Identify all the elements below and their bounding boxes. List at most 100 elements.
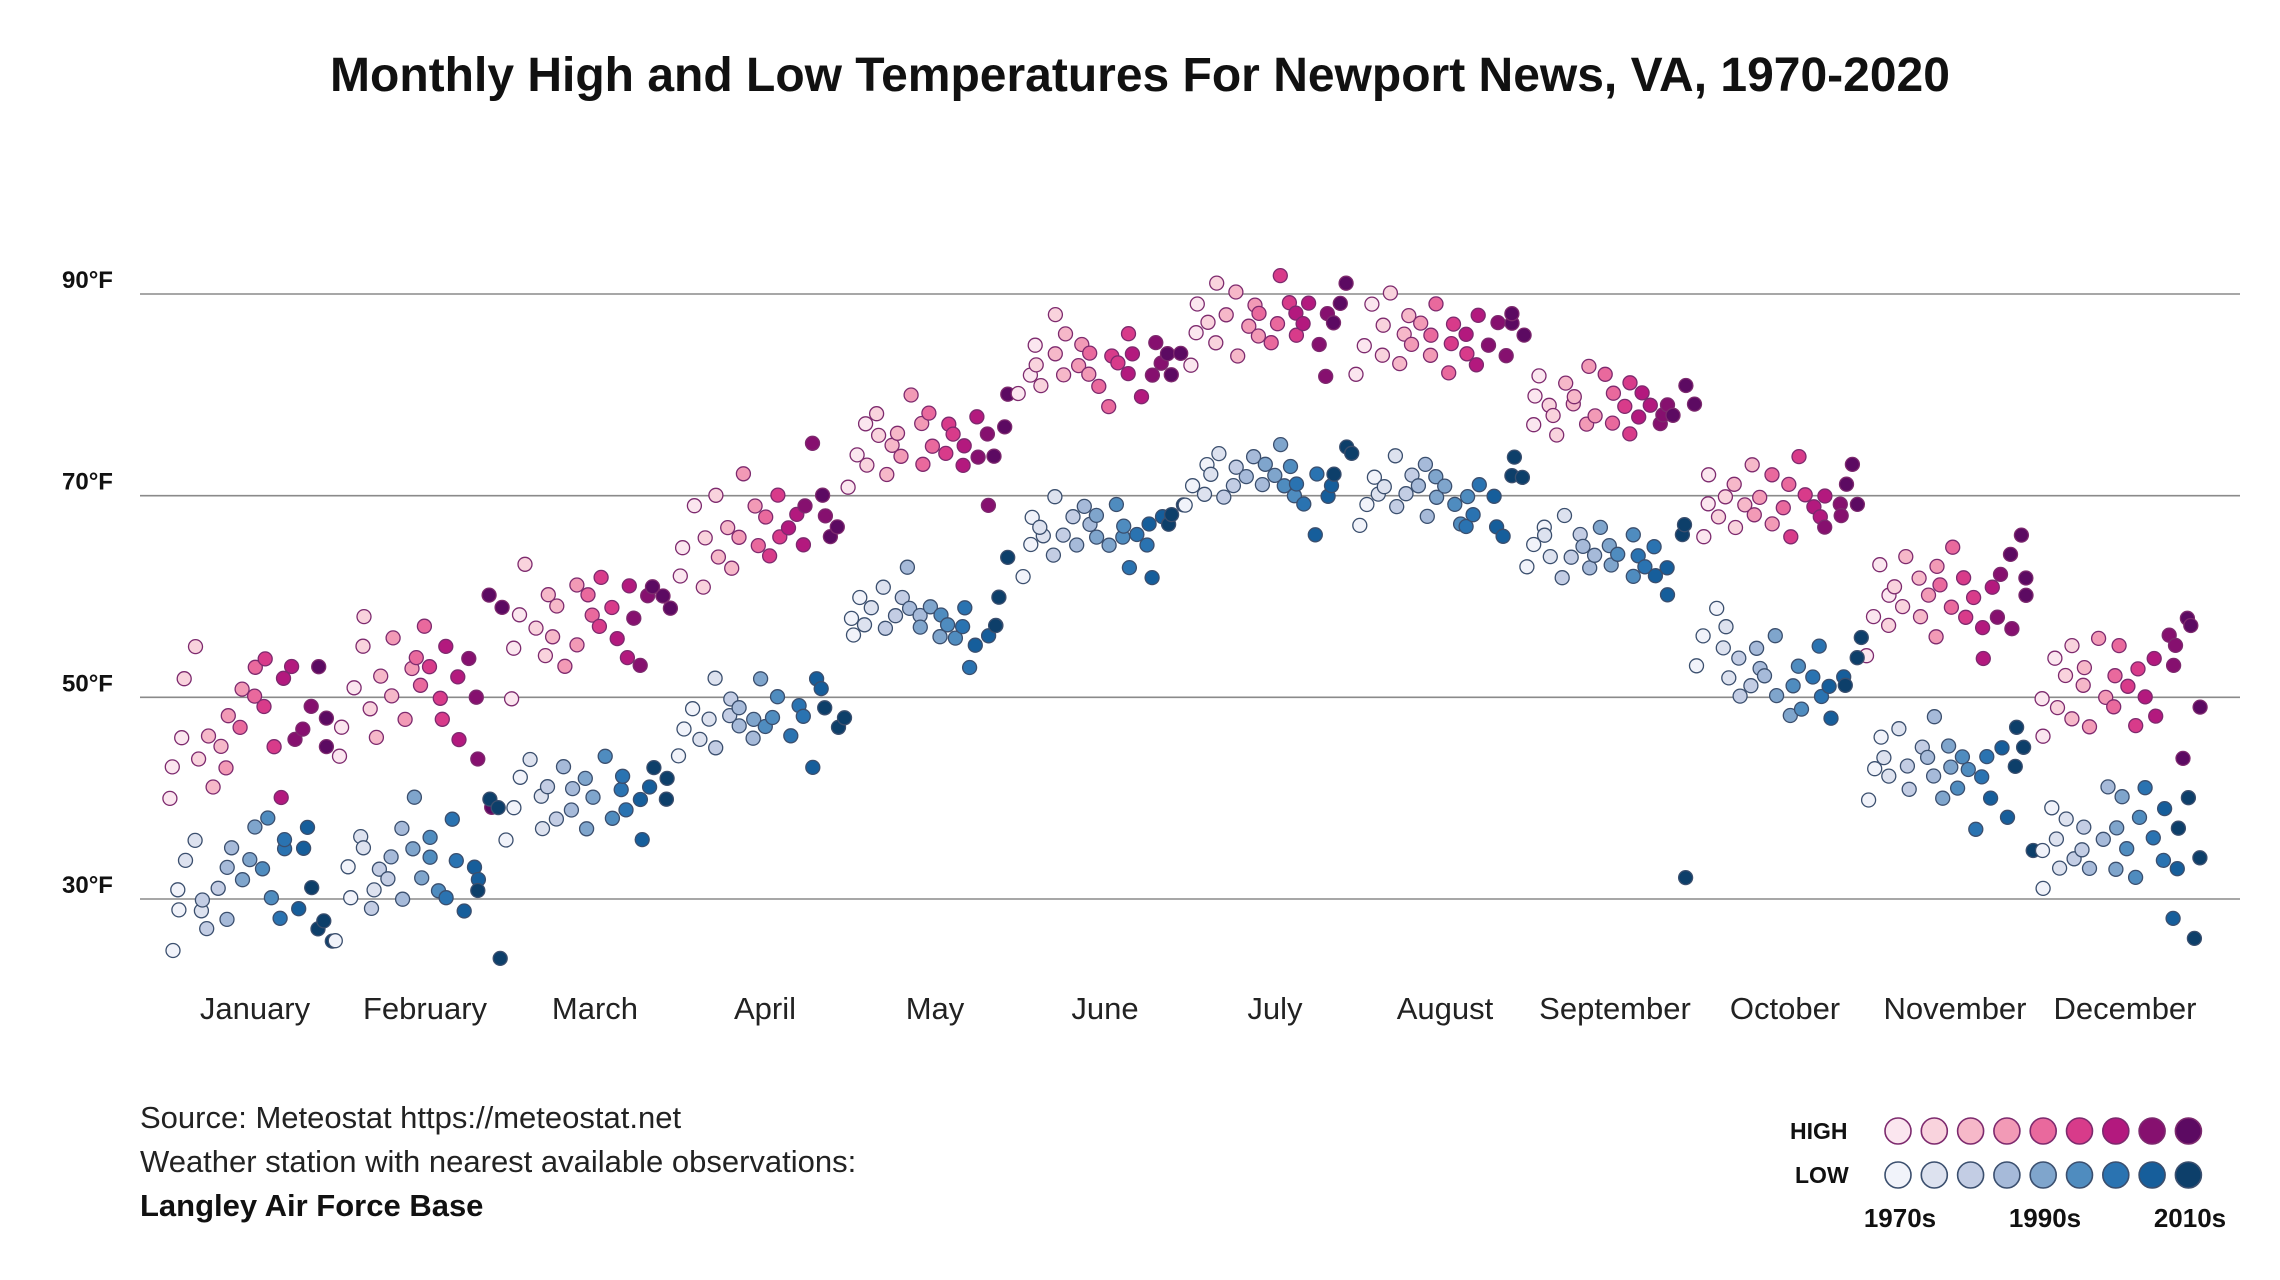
high-point-july [1295,315,1311,332]
high-point-january [174,730,190,746]
high-point-september [1604,415,1621,431]
low-point-december [2137,780,2153,796]
high-point-october [1781,476,1797,493]
low-point-june [1141,516,1157,532]
high-point-august [1374,347,1391,363]
high-point-april [720,519,736,536]
low-point-september [1556,507,1573,524]
low-point-february [422,849,438,865]
low-point-october [1718,619,1734,635]
high-point-april [695,579,711,595]
high-point-january [303,698,319,715]
high-point-october [1700,496,1716,512]
low-point-july [1254,476,1271,493]
low-point-january [194,892,211,908]
low-point-april [731,700,747,716]
high-point-august [1364,296,1380,312]
high-point-august [1516,327,1532,343]
high-point-november [1955,570,1972,586]
low-point-may [877,620,894,636]
high-point-may [903,387,919,403]
high-point-july [1183,357,1199,373]
high-point-september [1531,368,1547,384]
x-tick-may: May [906,991,965,1026]
low-point-july [1288,476,1305,492]
low-point-july [1177,497,1193,513]
high-point-december [2034,691,2050,707]
low-point-september [1519,559,1535,575]
low-point-april [752,671,769,687]
high-point-december [2167,637,2184,654]
high-point-december [2128,717,2144,734]
low-point-january [177,852,194,869]
high-point-june [1047,306,1064,323]
high-point-february [481,587,497,603]
low-point-april [783,728,799,744]
low-point-may [845,627,862,643]
low-point-march [539,779,556,795]
low-point-december [2051,860,2068,876]
high-point-september [1617,398,1633,415]
low-point-december [2186,930,2203,947]
high-point-january [247,659,263,675]
high-point-april [674,540,691,556]
high-point-march [655,588,671,604]
low-point-february [327,933,343,949]
high-point-march [591,618,608,635]
low-point-july [1344,445,1360,461]
high-point-july [1228,284,1244,300]
high-point-february [331,748,348,764]
low-point-november [1994,740,2010,756]
low-point-march [578,821,595,837]
high-point-february [362,701,378,717]
low-point-january [210,880,226,896]
high-point-november [1886,579,1903,595]
low-point-may [947,630,964,646]
low-point-september [1659,560,1675,576]
low-point-january [223,840,240,856]
low-point-october [1748,640,1765,656]
low-point-march [614,768,631,784]
low-point-february [456,903,472,919]
low-point-october [1732,688,1748,704]
low-point-may [843,610,860,627]
low-point-february [438,890,454,906]
high-point-november [1974,619,1991,636]
high-point-february [434,711,450,727]
high-point-march [626,610,642,626]
legend-high-swatch [1920,1117,1949,1145]
low-point-october [1811,638,1827,654]
high-point-december [2183,617,2199,634]
gridlines [140,293,2240,900]
low-point-july [1282,458,1299,475]
high-point-october [1764,467,1780,483]
high-point-june [1055,367,1072,383]
high-point-march [544,629,561,645]
x-tick-april: April [734,991,796,1026]
low-point-april [701,711,717,727]
high-point-august [1480,337,1497,353]
high-point-march [604,599,620,616]
low-point-may [987,617,1004,634]
high-point-june [1110,355,1126,371]
high-point-august [1468,357,1485,373]
low-point-january [299,819,316,836]
low-point-september [1659,587,1676,603]
low-point-february [444,811,460,827]
low-point-january [219,859,235,876]
high-point-august [1428,296,1444,312]
high-point-july [1272,267,1288,284]
low-point-october [1695,628,1711,644]
high-point-november [1932,577,1948,593]
y-axis-ticks: 30°F 50°F 70°F 90°F [62,267,113,899]
low-point-june [1088,529,1105,545]
high-point-january [232,719,248,736]
low-point-april [676,721,692,737]
high-point-january [283,658,300,675]
low-point-march [618,802,634,818]
high-point-march [557,658,573,674]
legend-low-swatch [1956,1161,1985,1189]
low-point-may [887,608,904,624]
low-point-june [1088,507,1105,524]
